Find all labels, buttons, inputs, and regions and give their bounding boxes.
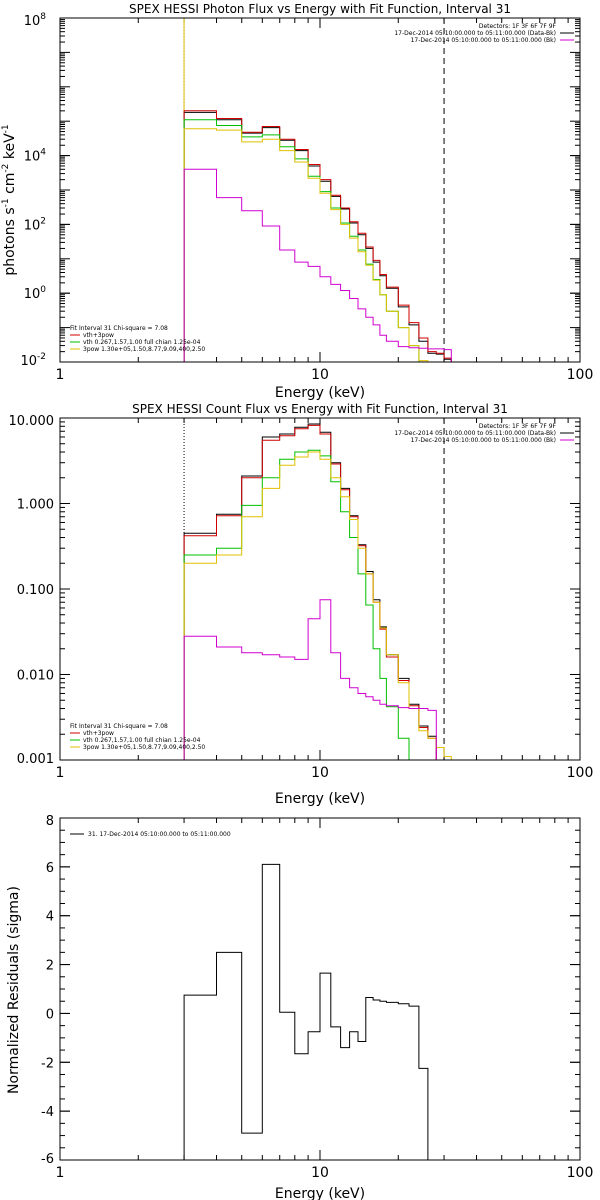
fit-legend-label: Fit Interval 31 Chi-square = 7.08 xyxy=(70,325,168,332)
legend-entry-label: 17-Dec-2014 05:10:00.000 to 05:11:00.000… xyxy=(394,430,556,437)
x-tick-label: 100 xyxy=(567,765,594,781)
y-tick-label: 108 xyxy=(24,12,47,29)
fit-legend-label: vth+3pow xyxy=(83,730,114,737)
count-flux-panel: SPEX HESSI Count Flux vs Energy with Fit… xyxy=(9,402,594,807)
histogram-series-line xyxy=(183,599,437,760)
y-tick-label: 0.100 xyxy=(17,583,54,598)
x-tick-label: 100 xyxy=(567,367,594,383)
fit-legend-label: vth+3pow xyxy=(83,332,114,339)
y-tick-label: -4 xyxy=(41,1105,54,1120)
legend-entry-label: 17-Dec-2014 05:10:00.000 to 05:11:00.000… xyxy=(411,37,556,44)
histogram-series-line xyxy=(183,451,462,760)
x-tick-label: 10 xyxy=(311,367,329,383)
y-tick-label: -2 xyxy=(41,1056,54,1071)
y-tick-label: 0 xyxy=(46,1007,54,1022)
fit-legend-label: 3pow 1.30e+05,1.50,8.77,9.09,400,2.50 xyxy=(83,346,205,353)
x-tick-label: 100 xyxy=(567,1165,594,1181)
residuals-panel: Normalized Residuals (sigma) Energy (keV… xyxy=(6,814,593,1200)
residuals-x-axis-label: Energy (keV) xyxy=(275,1186,365,1200)
photon-flux-x-axis-label: Energy (keV) xyxy=(275,385,365,401)
count-flux-x-axis-label: Energy (keV) xyxy=(275,791,365,807)
y-tick-label: -6 xyxy=(41,1152,54,1167)
y-tick-label: 104 xyxy=(24,148,47,165)
y-tick-label: 102 xyxy=(24,216,46,233)
histogram-series-line xyxy=(183,863,429,1160)
photon-flux-plot-frame xyxy=(59,17,581,363)
photon-flux-panel: SPEX HESSI Photon Flux vs Energy with Fi… xyxy=(1,2,593,401)
y-tick-label: 6 xyxy=(46,861,54,876)
count-flux-title: SPEX HESSI Count Flux vs Energy with Fit… xyxy=(132,402,508,416)
y-tick-label: 100 xyxy=(24,285,47,302)
fit-legend-label: vth 0.267,1.57,1.00 full chian 1.25e-04 xyxy=(83,737,201,744)
legend-entry-label: 17-Dec-2014 05:10:00.000 to 05:11:00.000… xyxy=(411,437,556,444)
x-tick-label: 1 xyxy=(56,367,65,383)
x-tick-label: 1 xyxy=(56,1165,65,1181)
fit-legend-label: vth 0.267,1.57,1.00 full chian 1.25e-04 xyxy=(83,339,201,346)
residuals-plot-frame xyxy=(59,817,581,1161)
y-tick-label: 10-2 xyxy=(20,352,46,369)
y-tick-label: 2 xyxy=(46,959,54,974)
fit-legend-label: Fit Interval 31 Chi-square = 7.08 xyxy=(70,723,168,730)
y-tick-label: 0.001 xyxy=(17,752,54,767)
legend-entry-label: 31. 17-Dec-2014 05:10:00.000 to 05:11:00… xyxy=(88,831,231,838)
legend-entry-label: 17-Dec-2014 05:10:00.000 to 05:11:00.000… xyxy=(394,30,556,37)
legend-entry-label: Detectors: 1F 3F 6F 7F 9F xyxy=(479,423,557,430)
photon-flux-y-axis-label: photons s-1 cm-2 keV-1 xyxy=(1,124,18,275)
histogram-series-line xyxy=(183,128,452,362)
legend-entry-label: Detectors: 1F 3F 6F 7F 9F xyxy=(479,23,557,30)
y-tick-label: 4 xyxy=(46,910,54,925)
x-tick-label: 1 xyxy=(56,765,65,781)
x-tick-label: 10 xyxy=(311,1165,329,1181)
y-tick-label: 1.000 xyxy=(17,498,54,513)
histogram-series-line xyxy=(183,110,452,362)
y-tick-label: 10.000 xyxy=(9,414,55,429)
x-tick-label: 10 xyxy=(311,765,329,781)
fit-legend-label: 3pow 1.30e+05,1.50,8.77,9.09,400,2.50 xyxy=(83,744,205,751)
photon-flux-title: SPEX HESSI Photon Flux vs Energy with Fi… xyxy=(129,2,511,16)
residuals-y-axis-label: Normalized Residuals (sigma) xyxy=(6,886,22,1094)
y-tick-label: 0.010 xyxy=(17,669,54,684)
count-flux-plot-frame xyxy=(59,417,581,761)
y-tick-label: 8 xyxy=(46,814,54,829)
histogram-series-line xyxy=(183,168,452,362)
